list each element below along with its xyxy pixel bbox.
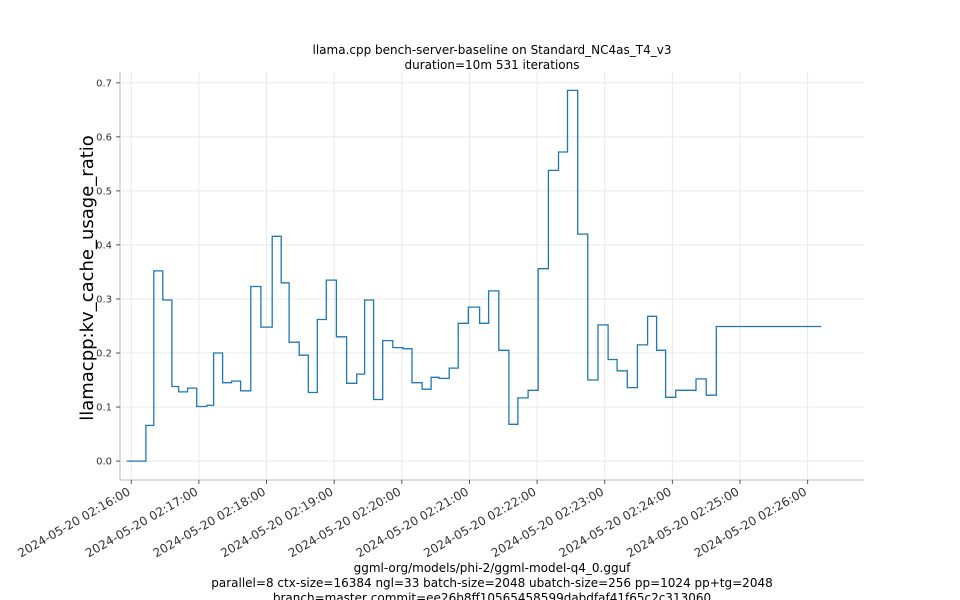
series-group bbox=[126, 89, 822, 462]
footer-line-3: branch=master commit=ee26b8ff10565458599… bbox=[273, 591, 711, 600]
series-line bbox=[126, 89, 822, 462]
chart-subtitle: duration=10m 531 iterations bbox=[405, 58, 580, 72]
chart-title: llama.cpp bench-server-baseline on Stand… bbox=[313, 43, 672, 57]
footer-line-2: parallel=8 ctx-size=16384 ngl=33 batch-s… bbox=[211, 576, 772, 590]
y-tick-label: 0.7 bbox=[96, 78, 112, 89]
y-axis-label: llamacpp:kv_cache_usage_ratio bbox=[77, 135, 98, 421]
y-tick-label: 0.4 bbox=[96, 240, 112, 251]
y-tick-label: 0.5 bbox=[96, 186, 112, 197]
y-ticks: 0.0 0.1 0.2 0.3 0.4 0.5 0.6 0.7 bbox=[96, 78, 120, 468]
y-tick-label: 0.1 bbox=[96, 403, 112, 414]
y-tick-label: 0.6 bbox=[96, 132, 112, 143]
y-tick-label: 0.0 bbox=[96, 457, 112, 468]
footer-line-1: ggml-org/models/phi-2/ggml-model-q4_0.gg… bbox=[354, 561, 632, 575]
grid bbox=[120, 72, 864, 480]
y-tick-label: 0.3 bbox=[96, 294, 112, 305]
y-tick-label: 0.2 bbox=[96, 349, 112, 360]
